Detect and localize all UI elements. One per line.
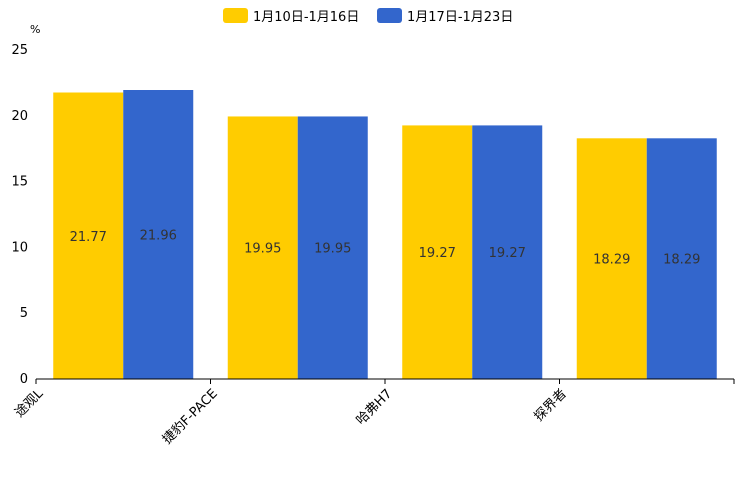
category-label-1: 捷豹F-PACE xyxy=(160,386,221,447)
bar-series-1-2[interactable] xyxy=(402,125,473,379)
category-label-2: 哈弗H7 xyxy=(354,386,396,428)
data-label-series-1-1: 19.95 xyxy=(244,242,281,257)
data-label-series-2-3: 18.29 xyxy=(663,253,700,268)
y-tick-label-4: 20 xyxy=(11,109,28,124)
category-label-3: 探界者 xyxy=(532,386,570,424)
bar-series-1-3[interactable] xyxy=(576,138,647,379)
bar-series-2-3[interactable] xyxy=(646,138,717,379)
legend-swatch-series-1 xyxy=(223,8,248,23)
legend: 1月10日-1月16日 1月17日-1月23日 xyxy=(223,8,513,25)
data-label-series-1-2: 19.27 xyxy=(419,246,456,261)
category-label-0: 途观L xyxy=(11,385,46,420)
y-axis-unit: % xyxy=(30,23,40,36)
legend-item-series-1[interactable]: 1月10日-1月16日 xyxy=(223,8,359,25)
y-tick-label-0: 0 xyxy=(20,372,28,387)
data-label-series-2-1: 19.95 xyxy=(314,242,351,257)
category-labels: 途观L 捷豹F-PACE 哈弗H7 探界者 xyxy=(11,385,569,447)
data-labels: 21.77 21.96 19.95 19.95 19.27 19.27 18.29 18.29 xyxy=(70,229,701,268)
data-label-series-2-2: 19.27 xyxy=(489,246,526,261)
bar-series-2-1[interactable] xyxy=(297,116,368,379)
bar-series-2-2[interactable] xyxy=(472,125,543,379)
bar-series-1-1[interactable] xyxy=(227,116,298,379)
bar-series-1-0[interactable] xyxy=(53,92,124,379)
x-axis-ticks xyxy=(35,379,735,384)
data-label-series-2-0: 21.96 xyxy=(140,229,177,244)
data-label-series-1-3: 18.29 xyxy=(593,253,630,268)
legend-swatch-series-2 xyxy=(377,8,402,23)
legend-label-series-2: 1月17日-1月23日 xyxy=(407,10,513,25)
y-tick-label-5: 25 xyxy=(11,43,28,58)
y-tick-label-1: 5 xyxy=(20,306,28,321)
y-tick-label-2: 10 xyxy=(11,240,28,255)
data-label-series-1-0: 21.77 xyxy=(70,230,107,245)
y-tick-label-3: 15 xyxy=(11,175,28,190)
bars xyxy=(53,90,717,379)
legend-label-series-1: 1月10日-1月16日 xyxy=(253,10,359,25)
bar-series-2-0[interactable] xyxy=(123,90,194,379)
legend-item-series-2[interactable]: 1月17日-1月23日 xyxy=(377,8,513,25)
y-axis-ticks: 0 5 10 15 20 25 xyxy=(11,43,28,387)
